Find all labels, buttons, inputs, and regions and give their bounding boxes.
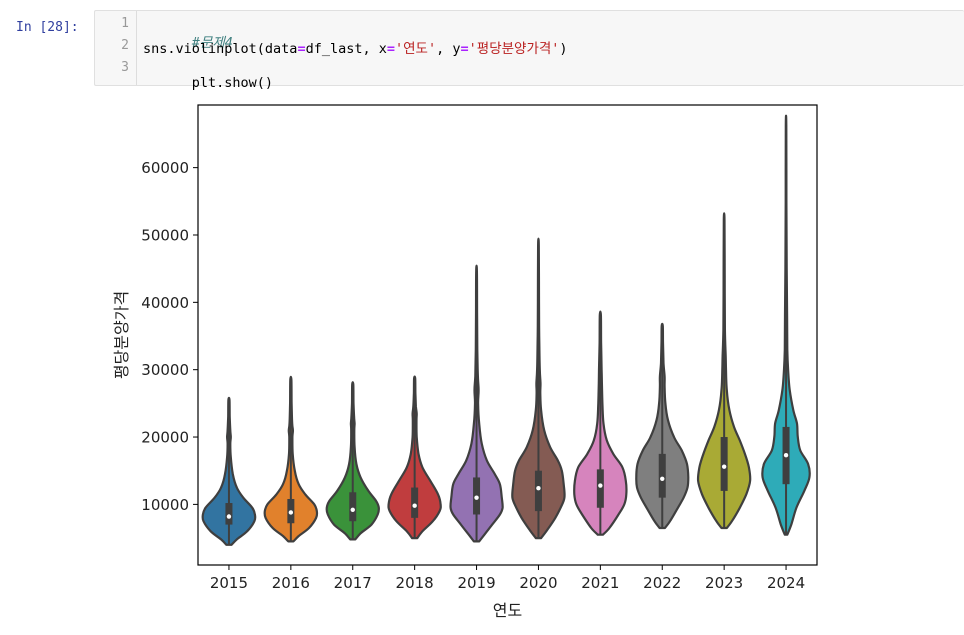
code-comment: #문제4 <box>191 35 233 51</box>
code-string: '평당분양가격' <box>468 41 560 57</box>
x-tick-label: 2020 <box>519 574 557 592</box>
violin-plot: 10000 20000 30000 40000 50000 60000 2015 2016 2… <box>112 104 818 620</box>
code-operator: = <box>460 41 469 57</box>
x-axis-label: 연도 <box>493 601 522 620</box>
violin-iqr-box-2017 <box>349 492 357 522</box>
y-tick-label: 10000 <box>141 496 189 514</box>
code-line-1[interactable]: #문제4 <box>143 15 233 67</box>
violin-median-2017 <box>350 507 355 512</box>
x-tick-label: 2022 <box>643 574 681 592</box>
code-editor[interactable]: 1 2 3 #문제4 sns.violinplot(data=df_last, … <box>94 10 964 91</box>
violin-median-2019 <box>474 495 479 500</box>
x-tick-label: 2021 <box>581 574 619 592</box>
x-tick-label: 2019 <box>457 574 495 592</box>
x-tick-label: 2024 <box>767 574 805 592</box>
code-token: , y <box>436 41 461 57</box>
plot-frame <box>197 104 818 566</box>
x-tick-label: 2017 <box>334 574 372 592</box>
line-number: 1 <box>121 16 129 31</box>
violin-median-2015 <box>226 514 232 519</box>
violin-iqr-box-2015 <box>225 503 233 525</box>
y-axis-label: 평당분양가격 <box>112 291 131 379</box>
y-tick-label: 60000 <box>141 159 189 177</box>
violin-median-2016 <box>288 510 294 515</box>
code-line-2[interactable]: sns.violinplot(data=df_last, x='연도', y='… <box>143 37 568 57</box>
code-token: df_last, x <box>305 41 387 57</box>
code-operator: = <box>297 41 306 57</box>
line-number: 2 <box>121 38 129 53</box>
x-tick-label: 2023 <box>705 574 743 592</box>
code-line-3[interactable]: plt.show() <box>143 59 273 107</box>
x-tick-label: 2015 <box>210 574 248 592</box>
violin-iqr-box-2021 <box>596 469 604 508</box>
violin-median-2024 <box>783 453 789 458</box>
input-prompt: In [28]: <box>16 20 79 35</box>
violin-iqr-box-2018 <box>411 487 419 518</box>
y-tick-label: 40000 <box>141 294 189 312</box>
violin-median-2022 <box>660 476 665 481</box>
violin-median-2021 <box>598 483 603 488</box>
code-string: '연도' <box>395 41 437 57</box>
line-number: 3 <box>121 60 129 75</box>
x-tick-label: 2016 <box>272 574 310 592</box>
line-number-gutter: 1 2 3 <box>95 11 137 85</box>
code-token: sns.violinplot(data <box>143 41 298 57</box>
violin-iqr-box-2022 <box>658 453 666 498</box>
y-tick-label: 50000 <box>141 226 189 244</box>
code-token: ) <box>559 41 568 57</box>
y-tick-label: 20000 <box>141 429 189 447</box>
y-tick-label: 30000 <box>141 361 189 379</box>
violin-median-2020 <box>536 486 541 491</box>
code-token: plt.show() <box>191 75 274 91</box>
violin-median-2023 <box>721 464 727 469</box>
x-tick-label: 2018 <box>396 574 434 592</box>
violin-iqr-box-2020 <box>534 470 542 512</box>
violin-iqr-box-2023 <box>720 437 728 491</box>
code-operator: = <box>386 41 395 57</box>
violin-median-2018 <box>412 503 417 508</box>
